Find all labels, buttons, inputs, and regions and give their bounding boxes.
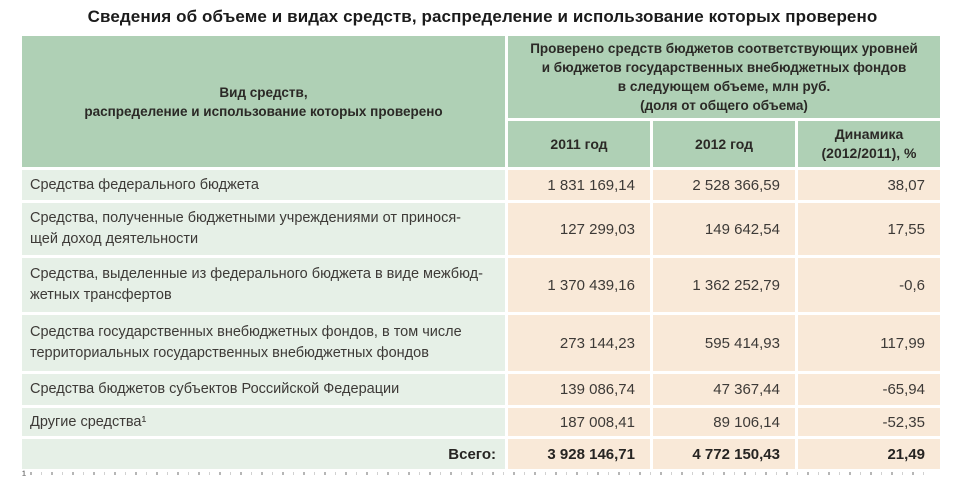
cell-dynamics: 17,55 (798, 203, 940, 255)
table-row-regional-budgets: Средства бюджетов субъектов Российской Ф… (22, 374, 940, 405)
row-label-line: Другие средства¹ (30, 413, 147, 430)
page-title: Сведения об объеме и видах средств, расп… (87, 7, 878, 26)
cell-dynamics: -65,94 (798, 374, 940, 405)
cell-dynamics: 117,99 (798, 315, 940, 371)
table-row-extrabudgetary-funds: Средства государственных внебюджетных фо… (22, 315, 940, 371)
table-row-total: Всего: 3 928 146,71 4 772 150,43 21,49 (22, 439, 940, 469)
column-header-2011: 2011 год (508, 121, 650, 167)
table-row-interbudget-transfers: Средства, выделенные из федерального бюд… (22, 258, 940, 312)
header-row-merged: Вид средств, распределение и использован… (22, 36, 940, 167)
cell-2011: 1 370 439,16 (508, 258, 650, 312)
table-row-other-funds: Другие средства¹ 187 008,41 89 106,14 -5… (22, 408, 940, 436)
column-header-dynamics: Динамика (2012/2011), % (798, 121, 940, 167)
funds-table: Вид средств, распределение и использован… (19, 33, 943, 472)
total-2011: 3 928 146,71 (508, 439, 650, 469)
cell-2012: 595 414,93 (653, 315, 795, 371)
row-label: Средства, выделенные из федерального бюд… (22, 258, 505, 312)
cell-dynamics: -52,35 (798, 408, 940, 436)
header-line: (2012/2011), % (821, 145, 917, 161)
cell-2011: 139 086,74 (508, 374, 650, 405)
row-label: Средства государственных внебюджетных фо… (22, 315, 505, 371)
column-header-fund-type: Вид средств, распределение и использован… (22, 36, 505, 167)
footnote-clipped: ¹ (22, 469, 944, 480)
row-label-line: щей доход деятельности (30, 231, 199, 247)
header-row-years: 2011 год 2012 год Динамика (2012/2011), … (22, 121, 940, 167)
header-line: Вид средств, (219, 84, 308, 100)
row-label-line: территориальных государственных внебюдже… (30, 345, 429, 361)
cell-dynamics: -0,6 (798, 258, 940, 312)
table-row-income-activity: Средства, полученные бюджетными учрежден… (22, 203, 940, 255)
cell-2012: 89 106,14 (653, 408, 795, 436)
column-header-checked-volume: Проверено средств бюджетов соответствующ… (508, 36, 940, 118)
header-line: распределение и использование которых пр… (84, 103, 443, 119)
header-line: Проверено средств бюджетов соответствующ… (530, 41, 918, 56)
cell-2012: 149 642,54 (653, 203, 795, 255)
total-label: Всего: (22, 439, 505, 469)
row-label-line: Средства, выделенные из федерального бюд… (30, 266, 483, 282)
cell-2011: 1 831 169,14 (508, 170, 650, 200)
row-label-line: жетных трансфертов (30, 287, 172, 303)
cell-dynamics: 38,07 (798, 170, 940, 200)
column-header-2012: 2012 год (653, 121, 795, 167)
row-label-line: Средства федерального бюджета (30, 176, 259, 193)
header-line: в следующем объеме, млн руб. (617, 79, 831, 94)
cell-2011: 187 008,41 (508, 408, 650, 436)
row-label-line: Средства, полученные бюджетными учрежден… (30, 210, 462, 226)
row-label-line: Средства государственных внебюджетных фо… (30, 324, 462, 340)
footnote-clipped-text (30, 472, 925, 475)
cell-2011: 127 299,03 (508, 203, 650, 255)
total-dynamics: 21,49 (798, 439, 940, 469)
cell-2011: 273 144,23 (508, 315, 650, 371)
cell-2012: 47 367,44 (653, 374, 795, 405)
footnote-marker: ¹ (22, 469, 26, 480)
row-label: Средства бюджетов субъектов Российской Ф… (22, 374, 505, 405)
row-label: Средства, полученные бюджетными учрежден… (22, 203, 505, 255)
header-line: (доля от общего объема) (640, 98, 808, 113)
cell-2012: 2 528 366,59 (653, 170, 795, 200)
table-row-federal-budget: Средства федерального бюджета 1 831 169,… (22, 170, 940, 200)
row-label: Средства федерального бюджета (22, 170, 505, 200)
row-label-line: Средства бюджетов субъектов Российской Ф… (30, 381, 400, 397)
cell-2012: 1 362 252,79 (653, 258, 795, 312)
row-label: Другие средства¹ (22, 408, 505, 436)
header-line: Динамика (834, 126, 904, 142)
total-2012: 4 772 150,43 (653, 439, 795, 469)
header-line: и бюджетов государственных внебюджетных … (541, 60, 907, 75)
